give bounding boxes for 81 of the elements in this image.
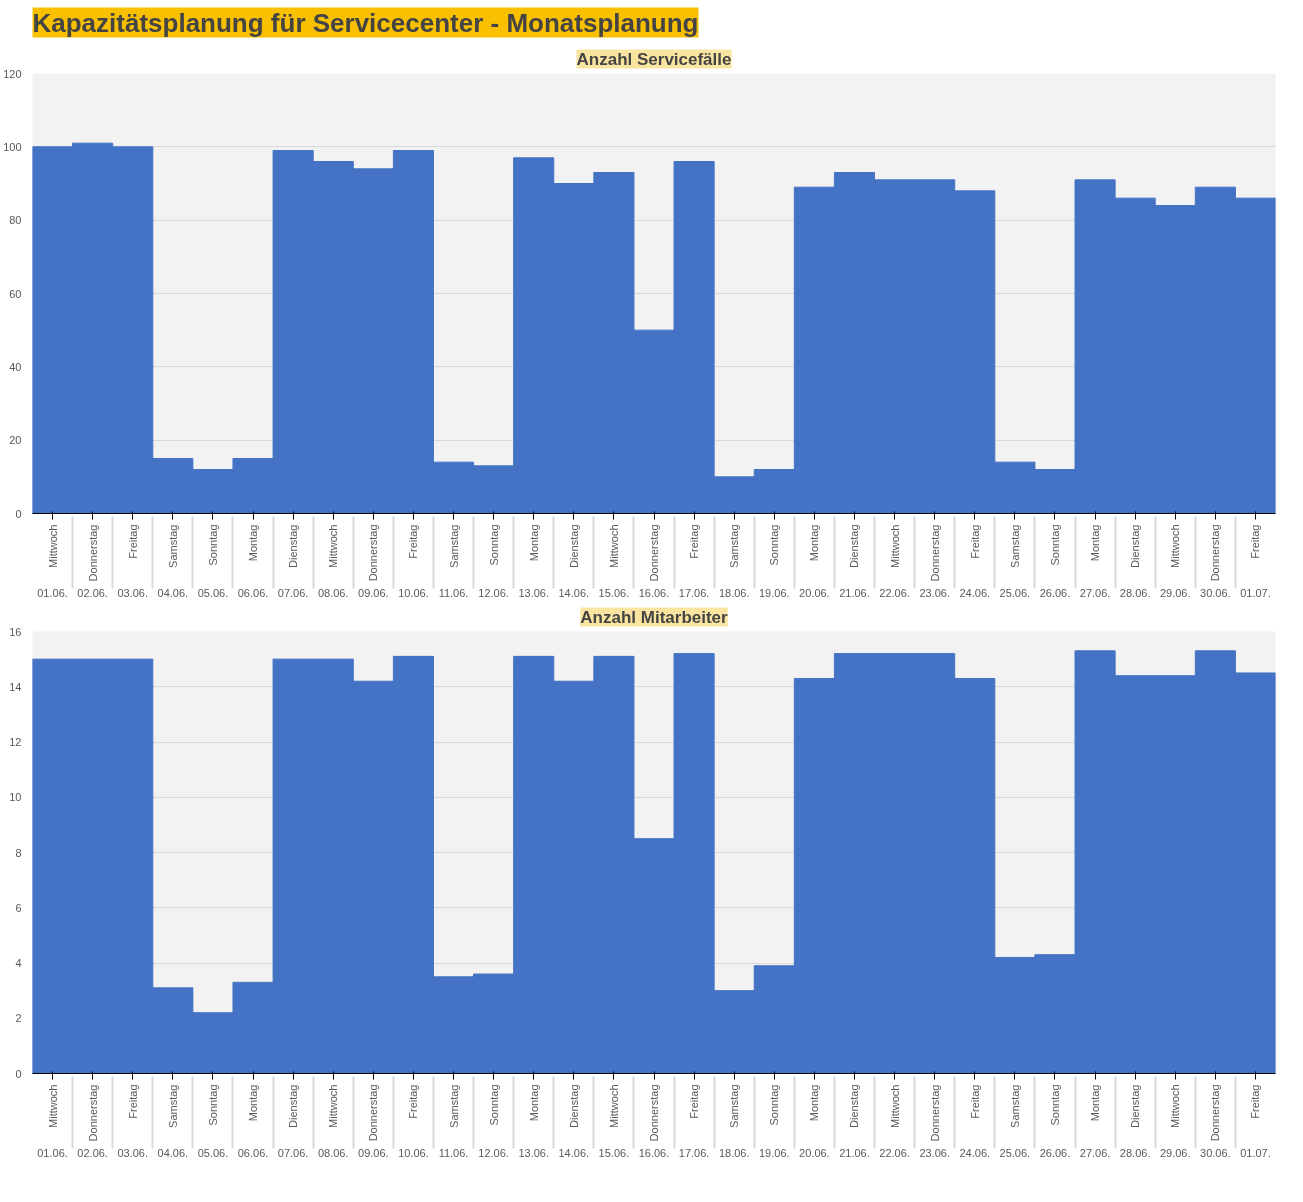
- category-label: Mittwoch 01.06.: [37, 1084, 68, 1160]
- category-label: Freitag 24.06.: [959, 524, 991, 600]
- y-tick-label: 12: [9, 736, 22, 748]
- category-label: Sonntag 05.06.: [197, 1084, 229, 1160]
- category-label: Sonntag 26.06.: [1039, 524, 1071, 600]
- y-tick-label: 10: [9, 791, 22, 804]
- y-tick-label: 120: [3, 67, 22, 80]
- category-label: Donnerstag 16.06.: [638, 1084, 670, 1160]
- chart-subtitle: Anzahl Servicefälle: [576, 49, 732, 69]
- y-tick-label: 6: [15, 901, 22, 914]
- category-label: Sonntag 19.06.: [759, 524, 790, 600]
- category-label: Freitag 01.07.: [1240, 524, 1271, 600]
- category-label: Dienstag 28.06.: [1119, 524, 1151, 600]
- category-label: Donnerstag 30.06.: [1200, 1084, 1231, 1160]
- y-tick-label: 20: [9, 434, 22, 447]
- category-label: Freitag 24.06.: [959, 1084, 991, 1160]
- category-label: Mittwoch 15.06.: [598, 1084, 630, 1160]
- category-label: Donnerstag 23.06.: [919, 1084, 950, 1160]
- category-label: Freitag 17.06.: [678, 1084, 710, 1160]
- category-label: Freitag 01.07.: [1240, 1084, 1271, 1160]
- category-label: Mittwoch 15.06.: [598, 524, 630, 600]
- category-label: Dienstag 07.06.: [277, 1084, 309, 1160]
- category-label: Dienstag 28.06.: [1119, 1084, 1151, 1160]
- category-label: Freitag 03.06.: [117, 1084, 149, 1160]
- y-tick-label: 14: [9, 680, 22, 693]
- y-tick-label: 0: [15, 507, 22, 520]
- category-label: Mittwoch 01.06.: [37, 524, 68, 600]
- category-label: Montag 13.06.: [518, 524, 550, 600]
- category-label: Donnerstag 30.06.: [1200, 524, 1231, 600]
- y-tick-label: 40: [9, 360, 22, 373]
- category-label: Montag 20.06.: [799, 524, 830, 600]
- category-label: Freitag 03.06.: [117, 524, 149, 600]
- category-label: Dienstag 14.06.: [558, 1084, 590, 1160]
- y-tick-label: 100: [3, 140, 22, 153]
- category-label: Samstag 11.06.: [438, 1084, 469, 1160]
- y-tick-label: 80: [9, 214, 22, 227]
- category-label: Dienstag 21.06.: [839, 524, 870, 600]
- category-label: Montag 13.06.: [518, 1084, 550, 1160]
- category-label: Montag 06.06.: [237, 524, 269, 600]
- category-label: Freitag 10.06.: [398, 524, 429, 600]
- category-label: Montag 20.06.: [799, 1084, 830, 1160]
- category-label: Samstag 04.06.: [157, 524, 189, 600]
- category-label: Samstag 25.06.: [999, 524, 1031, 600]
- category-label: Dienstag 14.06.: [558, 524, 590, 600]
- category-label: Mittwoch 29.06.: [1159, 524, 1191, 600]
- category-label: Mittwoch 08.06.: [317, 1084, 349, 1160]
- category-label: Montag 27.06.: [1079, 1084, 1111, 1160]
- category-label: Freitag 10.06.: [398, 1084, 429, 1160]
- category-label: Sonntag 26.06.: [1039, 1084, 1071, 1160]
- category-label: Montag 27.06.: [1079, 524, 1111, 600]
- y-tick-label: 2: [15, 1012, 22, 1025]
- category-label: Donnerstag 09.06.: [358, 1084, 389, 1160]
- category-label: Dienstag 07.06.: [277, 524, 309, 600]
- category-label: Samstag 11.06.: [438, 524, 469, 600]
- category-label: Sonntag 12.06.: [478, 1084, 509, 1160]
- category-label: Donnerstag 16.06.: [638, 524, 670, 600]
- y-tick-label: 4: [15, 957, 22, 969]
- category-label: Freitag 17.06.: [678, 524, 710, 600]
- y-tick-label: 0: [15, 1067, 22, 1080]
- category-label: Mittwoch 22.06.: [879, 524, 910, 600]
- y-tick-label: 60: [9, 287, 22, 300]
- category-label: Sonntag 05.06.: [197, 524, 229, 600]
- chart-title: Anzahl Mitarbeiter: [580, 607, 729, 627]
- category-label: Samstag 04.06.: [157, 1084, 189, 1160]
- category-label: Sonntag 19.06.: [759, 1084, 790, 1160]
- category-label: Mittwoch 22.06.: [879, 1084, 910, 1160]
- category-label: Montag 06.06.: [237, 1084, 269, 1160]
- category-label: Donnerstag 02.06.: [77, 1084, 108, 1160]
- category-label: Sonntag 12.06.: [478, 524, 509, 600]
- category-label: Samstag 25.06.: [999, 1084, 1031, 1160]
- category-label: Donnerstag 02.06.: [77, 524, 108, 600]
- category-label: Mittwoch 29.06.: [1159, 1084, 1191, 1160]
- category-label: Samstag 18.06.: [718, 1084, 750, 1160]
- category-label: Donnerstag 23.06.: [919, 524, 950, 600]
- category-label: Samstag 18.06.: [718, 524, 750, 600]
- y-tick-label: 8: [15, 846, 22, 859]
- category-label: Mittwoch 08.06.: [317, 524, 349, 600]
- category-label: Dienstag 21.06.: [839, 1084, 870, 1160]
- y-tick-label: 16: [9, 625, 22, 638]
- category-label: Donnerstag 09.06.: [358, 524, 389, 600]
- chart-title: Kapazitätsplanung für Servicecenter - Monatsplanung: [32, 7, 699, 38]
